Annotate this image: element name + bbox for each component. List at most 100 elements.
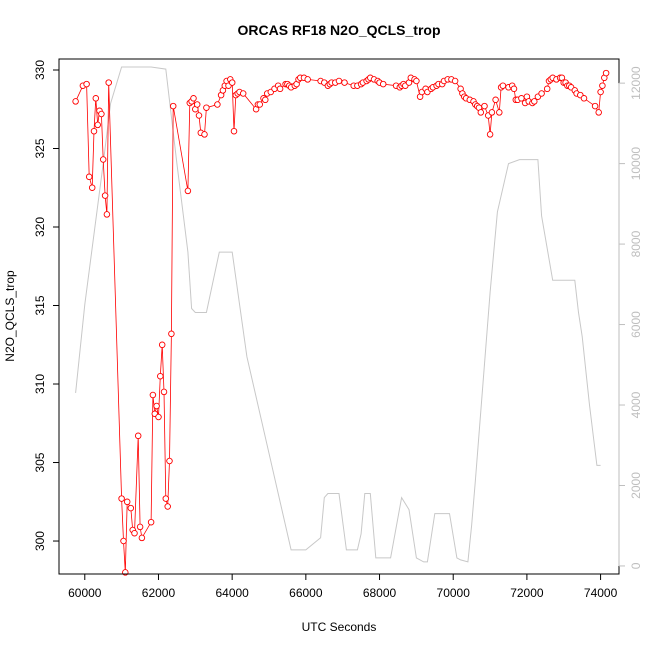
y-tick-label: 310 [33,374,47,394]
n2o-point [228,79,236,86]
y-tick-label: 325 [33,138,47,158]
n2o-point [168,330,175,338]
n2o-point [499,82,507,89]
n2o-point [160,388,168,396]
n2o-point [602,69,610,77]
n2o-point [155,413,162,421]
n2o-point [147,518,155,526]
n2o-point [201,131,208,138]
n2o-point [451,77,459,85]
n2o-point [481,102,488,110]
x-tick-label: 60000 [68,586,102,600]
y2-tick-label: 6000 [629,311,643,338]
n2o-point [195,112,203,119]
n2o-point [99,156,107,163]
n2o-point [92,95,100,102]
altitude-line [75,66,601,563]
n2o-point [477,109,485,116]
y2-tick-label: 8000 [629,230,643,257]
n2o-point [94,121,101,129]
n2o-point [599,82,606,89]
x-axis-label: UTC Seconds [302,620,377,634]
n2o-point [379,80,387,88]
chart-title: ORCAS RF18 N2O_QCLS_trop [237,22,440,38]
n2o-point [304,76,311,83]
n2o-point [118,495,125,502]
n2o-point [72,98,79,105]
n2o-point [262,96,269,104]
n2o-point [486,131,494,138]
n2o-point [543,85,551,93]
y-tick-label: 320 [33,217,47,237]
n2o-point [492,96,499,104]
n2o-point [591,102,599,110]
n2o-point [134,432,142,440]
n2o-point [193,101,201,108]
n2o-point [90,127,98,135]
n2o-point [510,85,518,93]
altitude-series [75,66,601,563]
x-tick-label: 74000 [584,586,618,600]
n2o-point [83,80,90,88]
n2o-series [72,69,610,576]
n2o-point [138,534,146,542]
n2o-point [488,109,496,116]
n2o-point [158,341,166,349]
n2o-point [580,95,588,102]
n2o-point [496,109,503,116]
y2-tick-label: 0 [629,562,643,569]
x-tick-label: 66000 [289,586,323,600]
y2-axis: 0 2000 4000 6000 8000 10000 12000 [618,66,643,569]
x-tick-label: 64000 [215,586,249,600]
n2o-point [127,504,135,512]
n2o-point [256,101,264,108]
y-tick-label: 315 [33,295,47,315]
n2o-point [214,101,221,108]
n2o-point [98,110,105,118]
n2o-point [136,523,144,531]
x-tick-label: 62000 [142,586,176,600]
y2-tick-label: 4000 [629,391,643,418]
x-tick-label: 72000 [510,586,544,600]
n2o-point [164,503,171,510]
y2-tick-label: 12000 [629,66,643,100]
n2o-point [239,90,247,97]
n2o-point [166,457,173,465]
y-axis-label: N2O_QCLS_trop [3,270,17,362]
y-tick-label: 300 [33,531,47,551]
n2o-point [120,537,127,545]
x-axis: 60000 62000 64000 66000 68000 70000 72000 74000 [68,573,618,600]
n2o-point [169,102,177,110]
n2o-point [335,77,343,85]
n2o-point [85,173,93,181]
n2o-point [413,77,420,85]
y-axis: 300 305 310 315 320 325 330 [33,60,60,551]
n2o-point [531,98,538,105]
n2o-point [184,187,192,195]
y2-tick-label: 10000 [629,147,643,181]
n2o-point [103,211,111,218]
n2o-point [101,192,109,199]
y-tick-label: 305 [33,452,47,472]
n2o-point [157,372,164,380]
y2-tick-label: 2000 [629,472,643,499]
n2o-point [597,88,604,96]
x-tick-label: 70000 [437,586,471,600]
n2o-point [276,85,284,93]
n2o-point [149,391,157,399]
n2o-point [203,104,210,111]
n2o-point [105,79,112,86]
n2o-point [595,109,602,116]
x-tick-label: 68000 [363,586,397,600]
n2o-point [538,90,545,97]
n2o-point [341,79,348,86]
y-tick-label: 330 [33,60,47,80]
n2o-point [162,495,170,502]
n2o-point [123,498,131,506]
n2o-point [153,402,160,410]
n2o-point [88,184,96,191]
n2o-point [190,95,197,102]
n2o-point [230,127,238,135]
n2o-point [131,529,138,537]
